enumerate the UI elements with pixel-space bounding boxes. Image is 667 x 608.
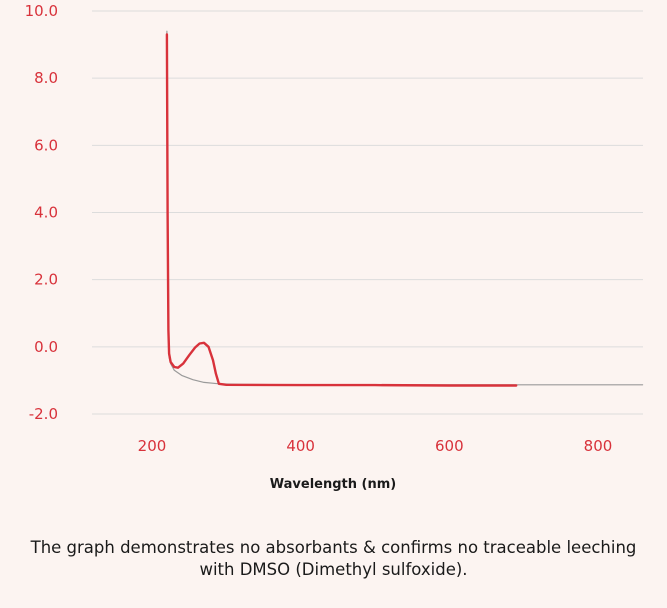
baseline-series-line — [166, 30, 644, 386]
y-tick-label: 2.0 — [34, 271, 58, 289]
y-tick-label: 0.0 — [34, 338, 58, 356]
y-tick-label: 10.0 — [25, 2, 58, 20]
y-tick-label: 4.0 — [34, 204, 58, 222]
series-lines — [165, 30, 644, 387]
sample-series-line — [165, 33, 518, 387]
x-tick-label: 200 — [138, 437, 167, 455]
x-axis-label: Wavelength (nm) — [270, 477, 396, 492]
y-axis-ticks: 10.0 8.0 6.0 4.0 2.0 0.0 -2.0 — [25, 2, 58, 423]
y-tick-label: 6.0 — [34, 136, 58, 154]
chart: 10.0 8.0 6.0 4.0 2.0 0.0 -2.0 200 400 600 800 Wav… — [25, 2, 644, 492]
x-tick-label: 600 — [435, 437, 464, 455]
y-tick-label: 8.0 — [34, 69, 58, 87]
x-axis-ticks: 200 400 600 800 — [138, 437, 613, 455]
y-tick-label: -2.0 — [29, 405, 58, 423]
x-tick-label: 800 — [584, 437, 613, 455]
x-tick-label: 400 — [286, 437, 315, 455]
chart-caption: The graph demonstrates no absorbants & c… — [30, 538, 637, 579]
gridlines — [92, 10, 643, 415]
